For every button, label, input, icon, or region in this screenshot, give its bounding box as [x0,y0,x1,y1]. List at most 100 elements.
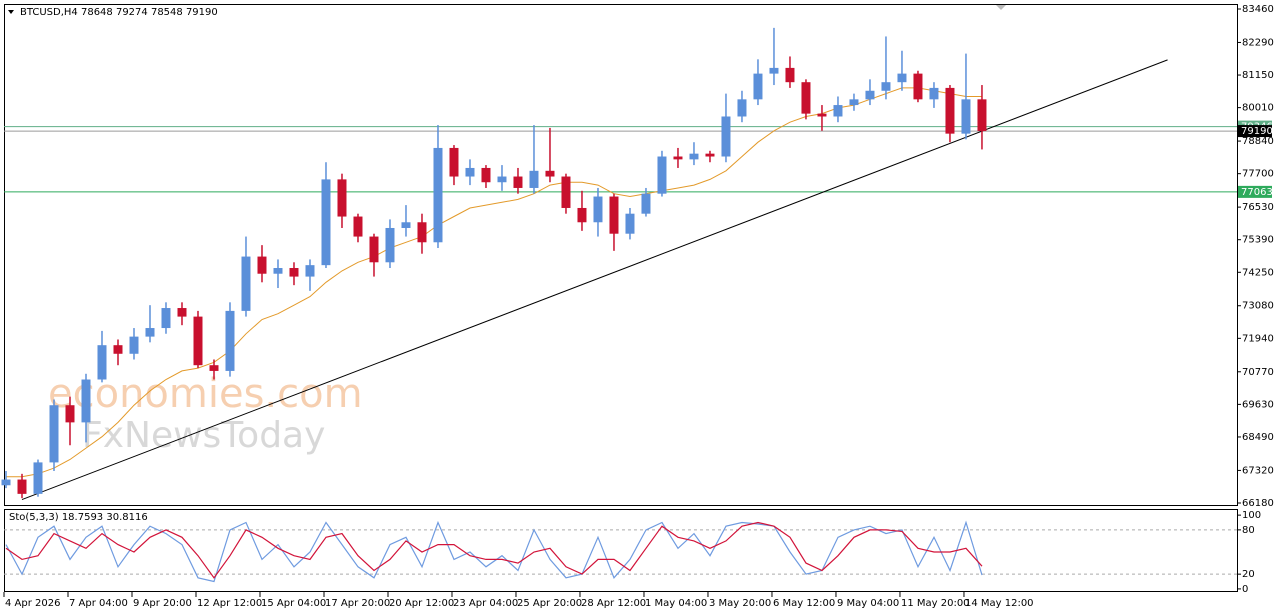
candle-body [97,345,107,380]
shift-marker [996,5,1006,10]
candle-body [609,196,619,234]
stochastic-line [5,520,983,583]
candle-body [401,222,411,228]
candle-body [161,308,171,329]
y-tick-label: 69630 [1242,399,1274,410]
candle-body [801,82,811,114]
candle-body [897,73,907,83]
candle-body [225,310,235,371]
candle-body [193,316,203,366]
x-tick-label: 23 Apr 04:00 [453,598,518,609]
price-box [1238,125,1272,138]
candle-body [865,90,875,100]
menu-arrow[interactable] [8,10,14,14]
x-tick-label: 15 Apr 04:00 [261,598,326,609]
candle-body [129,336,139,354]
candle-body [961,99,971,134]
candle-body [369,236,379,263]
candle-body [817,113,827,117]
price-box-label: 79190 [1241,126,1273,137]
y-tick-label: 68490 [1242,432,1274,443]
candle-body [17,479,27,494]
x-tick-label: 11 May 20:00 [901,598,970,609]
candle-body [113,345,123,354]
candle-body [593,196,603,223]
y-tick-label: 77700 [1242,169,1274,180]
candle-body [49,405,59,463]
candle-body [385,227,395,263]
y-tick-label: 66180 [1242,498,1274,509]
candle-body [641,193,651,214]
stochastic-line [5,521,983,579]
x-tick-label: 17 Apr 20:00 [325,598,390,609]
main-frame [4,4,1238,506]
candle-body [945,87,955,134]
y-tick-label: 73080 [1242,301,1274,312]
x-tick-label: 9 May 04:00 [837,598,899,609]
candle-body [465,167,475,177]
sub-frame [4,509,1238,592]
candle-body [289,268,299,277]
price-box [1238,185,1272,198]
candle-body [337,179,347,217]
x-tick-label: 1 May 04:00 [645,598,707,609]
y-tick-label: 67320 [1242,465,1274,476]
x-tick-label: 25 Apr 20:00 [517,598,582,609]
candle-body [209,365,219,371]
candle-body [417,222,427,243]
candle-body [33,462,43,494]
candle-body [833,105,843,117]
candle-body [353,216,363,237]
candle-body [769,67,779,74]
x-tick-label: 28 Apr 12:00 [581,598,646,609]
candle-body [433,147,443,243]
x-tick-label: 7 Apr 04:00 [69,598,128,609]
candle-body [449,147,459,177]
candle-body [561,176,571,208]
candle-body [577,207,587,223]
candle-body [849,99,859,106]
candle-body [273,268,283,274]
y-tick-label: 100 [1242,510,1261,521]
y-tick-label: 80010 [1242,103,1274,114]
y-tick-label: 71940 [1242,333,1274,344]
candle-body [753,73,763,100]
candle-body [1,479,11,486]
y-tick-label: 76530 [1242,202,1274,213]
y-tick-label: 74250 [1242,267,1274,278]
y-tick-label: 82290 [1242,37,1274,48]
y-tick-label: 78840 [1242,136,1274,147]
candle-body [529,170,539,188]
candle-body [625,213,635,234]
x-tick-label: 6 May 12:00 [773,598,835,609]
candle-body [513,176,523,188]
candle-body [881,82,891,91]
y-tick-label: 81150 [1242,70,1274,81]
candle-body [481,167,491,183]
watermark: FxNewsToday [82,415,325,456]
candle-body [929,87,939,100]
y-tick-label: 83460 [1242,4,1274,15]
x-tick-label: 14 May 12:00 [965,598,1034,609]
x-tick-label: 3 May 20:00 [709,598,771,609]
candle-body [497,176,507,183]
indicator-title: Sto(5,3,3) 18.7593 30.8116 [9,512,148,523]
candle-body [737,99,747,117]
price-box-label: 77063 [1241,187,1273,198]
y-tick-label: 20 [1242,569,1255,580]
y-tick-label: 80 [1242,525,1255,536]
candle-body [145,328,155,337]
chart-title: BTCUSD,H4 78648 79274 78548 79190 [20,7,218,18]
candle-body [321,179,331,266]
watermark: economies.com [48,371,363,417]
candle-body [305,265,315,277]
y-tick-label: 0 [1242,584,1248,595]
candle-body [81,379,91,423]
candle-body [689,153,699,160]
x-tick-label: 12 Apr 12:00 [197,598,262,609]
candle-body [257,256,267,274]
y-tick-label: 75390 [1242,235,1274,246]
candle-body [977,99,987,132]
